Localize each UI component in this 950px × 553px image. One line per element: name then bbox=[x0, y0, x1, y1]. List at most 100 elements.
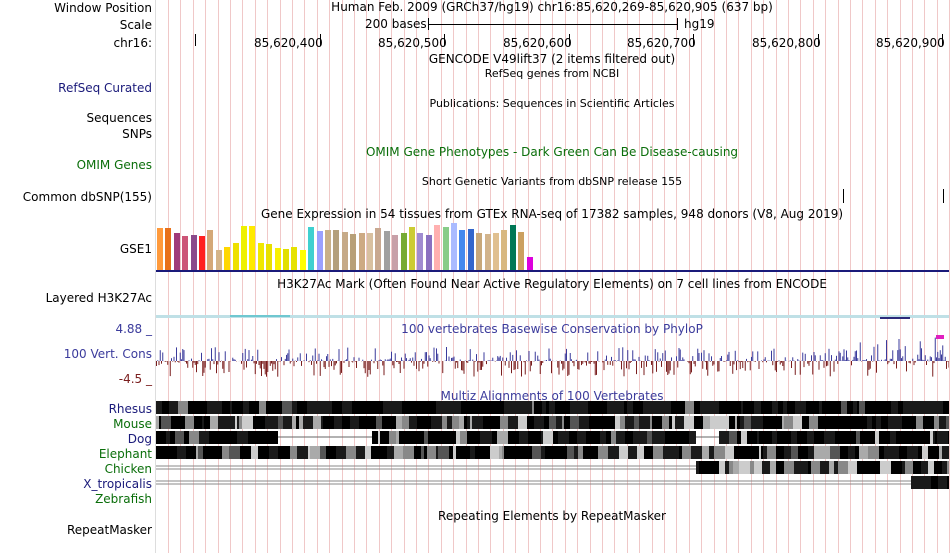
cons-track-title[interactable]: 100 vertebrates Basewise Conservation by… bbox=[401, 322, 703, 336]
gtex-tissue-bar[interactable] bbox=[283, 249, 289, 270]
species-label[interactable]: Zebrafish bbox=[95, 492, 152, 506]
conservation-plot[interactable] bbox=[156, 335, 949, 387]
alignment-block bbox=[483, 431, 492, 444]
gtex-tissue-bar[interactable] bbox=[442, 227, 449, 270]
alignment-block bbox=[593, 416, 603, 429]
multiz-alignment[interactable] bbox=[156, 401, 949, 497]
alignment-block bbox=[586, 431, 597, 444]
gencode-track-title[interactable]: GENCODE V49lift37 (2 items filtered out) bbox=[428, 52, 676, 66]
gtex-tissue-bar[interactable] bbox=[173, 233, 180, 270]
species-label[interactable]: Elephant bbox=[98, 447, 152, 461]
h3k27ac-track-title[interactable]: H3K27Ac Mark (Often Found Near Active Re… bbox=[277, 277, 827, 291]
cons-track-label[interactable]: 100 Vert. Cons bbox=[63, 347, 152, 361]
alignment-block bbox=[913, 461, 921, 474]
h3k27ac-track-label[interactable]: Layered H3K27Ac bbox=[45, 291, 152, 305]
gse-track-label[interactable]: GSE1 bbox=[119, 242, 152, 256]
gtex-tissue-bar[interactable] bbox=[409, 227, 415, 270]
sequences-track-label[interactable]: Sequences bbox=[86, 111, 152, 125]
gtex-tissue-bar[interactable] bbox=[308, 227, 315, 270]
dbsnp-variant[interactable] bbox=[843, 189, 844, 203]
gtex-tissue-bar[interactable] bbox=[451, 223, 457, 270]
gtex-tissue-bar[interactable] bbox=[241, 226, 247, 270]
conservation-positive-bar bbox=[404, 353, 406, 361]
gtex-tissue-bar[interactable] bbox=[509, 225, 516, 270]
gtex-track-title[interactable]: Gene Expression in 54 tissues from GTEx … bbox=[260, 207, 844, 221]
gtex-tissue-bar[interactable] bbox=[207, 230, 214, 270]
gtex-tissue-bar[interactable] bbox=[215, 250, 222, 270]
gtex-tissue-bar[interactable] bbox=[350, 234, 357, 270]
alignment-block bbox=[316, 401, 326, 414]
snps-track-label[interactable]: SNPs bbox=[122, 127, 152, 141]
gtex-tissue-bar[interactable] bbox=[190, 235, 197, 270]
conservation-positive-bar bbox=[251, 359, 252, 361]
conservation-positive-bar bbox=[587, 352, 589, 361]
conservation-negative-bar bbox=[812, 361, 814, 375]
gtex-tissue-bar[interactable] bbox=[417, 233, 424, 270]
gtex-tissue-bar[interactable] bbox=[182, 236, 189, 270]
gtex-tissue-bar[interactable] bbox=[291, 247, 298, 270]
gtex-tissue-bar[interactable] bbox=[358, 233, 365, 270]
publications-track-title[interactable]: Publications: Sequences in Scientific Ar… bbox=[429, 97, 675, 110]
gtex-tissue-bar[interactable] bbox=[257, 243, 264, 270]
gtex-tissue-bar[interactable] bbox=[249, 226, 256, 270]
species-label[interactable]: Chicken bbox=[104, 462, 152, 476]
gtex-tissue-bar[interactable] bbox=[484, 234, 491, 270]
refseq-track-label[interactable]: RefSeq Curated bbox=[58, 81, 152, 95]
window-position-value[interactable]: Human Feb. 2009 (GRCh37/hg19) chr16:85,6… bbox=[331, 0, 773, 14]
gtex-tissue-bar[interactable] bbox=[316, 231, 323, 270]
conservation-negative-bar bbox=[542, 361, 544, 363]
gtex-tissue-bar[interactable] bbox=[367, 233, 373, 270]
dbsnp-track-title[interactable]: Short Genetic Variants from dbSNP releas… bbox=[421, 175, 683, 188]
gtex-tissue-bar[interactable] bbox=[375, 228, 382, 270]
species-label[interactable]: X_tropicalis bbox=[83, 477, 152, 491]
gtex-tissue-bar[interactable] bbox=[333, 230, 340, 270]
gtex-tissue-bar[interactable] bbox=[493, 233, 499, 270]
gtex-tissue-bar[interactable] bbox=[341, 232, 348, 270]
gtex-bar-chart[interactable] bbox=[157, 220, 537, 270]
gtex-tissue-bar[interactable] bbox=[274, 248, 281, 270]
alignment-block bbox=[947, 461, 949, 474]
gtex-tissue-bar[interactable] bbox=[400, 233, 407, 270]
gtex-tissue-bar[interactable] bbox=[325, 230, 331, 270]
conservation-negative-bar bbox=[486, 361, 487, 365]
gtex-tissue-bar[interactable] bbox=[165, 228, 172, 270]
gtex-tissue-bar[interactable] bbox=[434, 225, 441, 270]
refseq-track-title[interactable]: RefSeq genes from NCBI bbox=[484, 67, 620, 80]
gtex-tissue-bar[interactable] bbox=[501, 230, 508, 270]
gtex-tissue-bar[interactable] bbox=[392, 235, 399, 270]
gtex-tissue-bar[interactable] bbox=[476, 233, 483, 270]
gtex-tissue-bar[interactable] bbox=[467, 229, 474, 270]
conservation-positive-bar bbox=[848, 360, 850, 361]
gtex-tissue-bar[interactable] bbox=[518, 232, 525, 270]
gtex-tissue-bar[interactable] bbox=[425, 235, 432, 270]
repeatmasker-track-title[interactable]: Repeating Elements by RepeatMasker bbox=[438, 509, 666, 523]
guideline bbox=[825, 0, 826, 553]
gtex-tissue-bar[interactable] bbox=[526, 257, 533, 270]
gtex-tissue-bar[interactable] bbox=[266, 244, 273, 270]
conservation-negative-bar bbox=[913, 361, 915, 366]
conservation-positive-bar bbox=[344, 360, 346, 361]
alignment-block bbox=[943, 401, 949, 414]
repeatmasker-track-label[interactable]: RepeatMasker bbox=[66, 523, 152, 537]
conservation-positive-bar bbox=[214, 347, 216, 361]
omim-track-label[interactable]: OMIM Genes bbox=[76, 158, 152, 172]
gtex-tissue-bar[interactable] bbox=[299, 250, 306, 270]
omim-track-title[interactable]: OMIM Gene Phenotypes - Dark Green Can Be… bbox=[365, 145, 739, 159]
scale-label: Scale bbox=[119, 18, 152, 32]
gtex-tissue-bar[interactable] bbox=[232, 243, 239, 270]
gtex-tissue-bar[interactable] bbox=[383, 231, 390, 270]
gtex-tissue-bar[interactable] bbox=[157, 228, 163, 270]
species-label[interactable]: Mouse bbox=[113, 417, 152, 431]
gtex-tissue-bar[interactable] bbox=[459, 230, 466, 270]
conservation-negative-bar bbox=[709, 361, 711, 362]
dbsnp-variant[interactable] bbox=[943, 189, 944, 203]
gtex-tissue-bar[interactable] bbox=[199, 236, 205, 270]
alignment-block bbox=[770, 461, 776, 474]
multiz-track-title[interactable]: Multiz Alignments of 100 Vertebrates bbox=[440, 389, 664, 403]
dbsnp-track-label[interactable]: Common dbSNP(155) bbox=[22, 190, 152, 204]
conservation-negative-bar bbox=[461, 361, 462, 371]
species-label[interactable]: Rhesus bbox=[108, 402, 152, 416]
species-label[interactable]: Dog bbox=[127, 432, 152, 446]
alignment-block bbox=[264, 446, 269, 459]
gtex-tissue-bar[interactable] bbox=[224, 247, 231, 270]
